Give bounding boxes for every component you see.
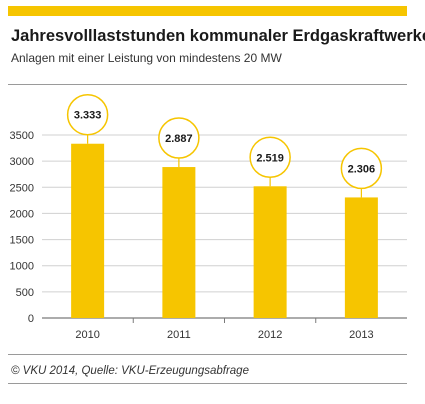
data-label-circle [66,93,109,136]
chart-subtitle: Anlagen mit einer Leistung von mindesten… [11,51,282,65]
y-tick-label: 3000 [10,156,34,168]
y-tick-label: 2500 [10,182,34,194]
data-label: 2.887 [165,133,193,145]
bar-2013 [344,197,378,318]
footer-divider-bottom [8,383,407,384]
chart-title: Jahresvolllaststunden kommunaler Erdgask… [11,27,425,45]
x-tick-label: 2012 [258,329,282,341]
data-label: 2.306 [348,163,376,175]
y-tick-label: 0 [28,313,34,325]
data-label: 3.333 [74,110,102,122]
y-tick-label: 2000 [10,208,34,220]
y-tick-label: 1500 [10,235,34,247]
data-label-circle [158,117,200,159]
x-tick-label: 2010 [75,329,99,341]
header-accent-bar [8,6,407,16]
y-tick-label: 3500 [10,130,34,142]
bar-2011 [162,167,196,318]
source-note: © VKU 2014, Quelle: VKU-Erzeugungsabfrag… [11,365,249,377]
bar-2012 [253,186,287,318]
data-label-circle [340,147,383,190]
x-tick-label: 2011 [167,329,191,341]
data-label-circle [249,136,291,179]
data-label: 2.519 [256,152,284,164]
footer-divider-top [8,354,407,355]
header-divider [8,84,407,85]
y-tick-label: 1000 [10,261,34,273]
bar-2010 [71,143,105,318]
x-tick-label: 2013 [349,329,373,341]
y-tick-label: 500 [16,287,34,299]
